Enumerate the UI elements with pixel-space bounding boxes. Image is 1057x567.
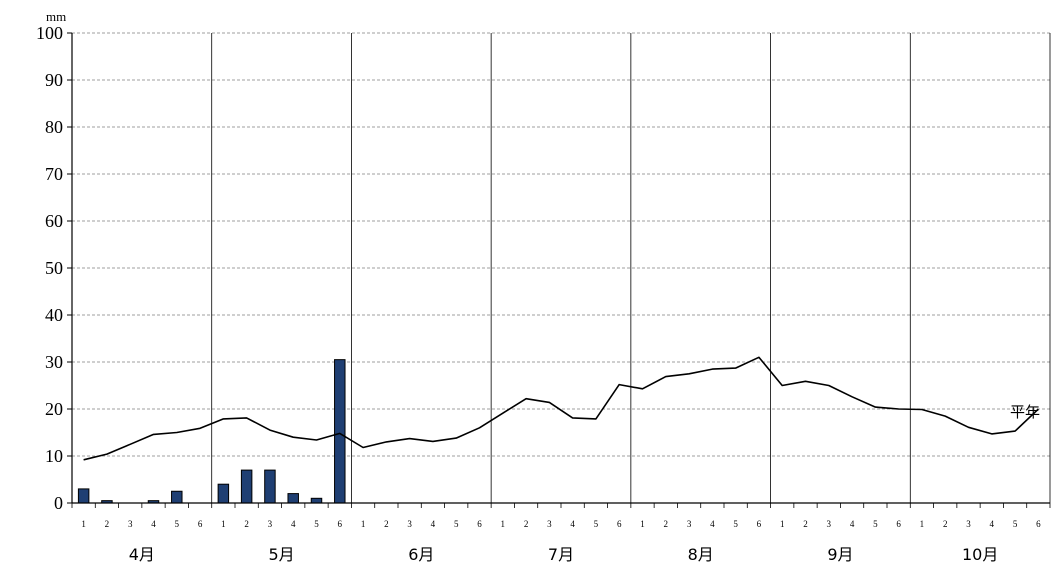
x-tick-label: 6: [896, 519, 901, 529]
x-tick-label: 5: [175, 519, 180, 529]
normal-line-series: [83, 356, 1039, 461]
bar: [217, 483, 230, 504]
x-tick-label: 4: [431, 519, 436, 529]
month-label: 5月: [268, 545, 294, 564]
x-tick-label: 3: [687, 519, 692, 529]
y-tick-label: 40: [45, 305, 63, 325]
y-unit-label: mm: [46, 9, 66, 24]
x-tick-label: 5: [594, 519, 599, 529]
axes: [67, 32, 1051, 508]
x-tick-label: 1: [361, 519, 366, 529]
x-tick-label: 3: [407, 519, 412, 529]
x-tick-label: 4: [570, 519, 575, 529]
bar: [310, 497, 323, 504]
x-tick-label: 3: [128, 519, 133, 529]
x-tick-label: 2: [803, 519, 808, 529]
x-tick-label: 2: [244, 519, 249, 529]
bar: [264, 469, 276, 504]
x-tick-label: 5: [1013, 519, 1018, 529]
series-name-label: 平年: [1010, 403, 1040, 421]
month-separators: [211, 33, 911, 503]
x-tick-label: 3: [547, 519, 552, 529]
x-tick-label: 1: [81, 519, 86, 529]
x-tick-label: 1: [501, 519, 506, 529]
bar: [240, 469, 253, 504]
x-tick-label: 1: [920, 519, 925, 529]
bar: [287, 493, 299, 504]
bar: [77, 488, 90, 504]
normal-line: [83, 356, 1039, 461]
y-tick-label: 90: [45, 70, 63, 90]
x-tick-label: 6: [477, 519, 482, 529]
month-label: 9月: [827, 545, 853, 564]
month-label: 8月: [688, 545, 714, 564]
x-tick-label: 5: [454, 519, 459, 529]
x-tick-label: 2: [524, 519, 529, 529]
x-tick-labels: 1 2 3 4 5 6 1 2 3 4 5 6 1 2 3 4 5 6 1 2 3 4 5 6 1 2 3 4 5 6 1 2 3 4 5 6 1 2 3 4…: [81, 519, 1041, 529]
x-tick-label: 1: [221, 519, 226, 529]
x-tick-label: 4: [291, 519, 296, 529]
x-tick-label: 5: [314, 519, 319, 529]
y-tick-label: 70: [45, 164, 63, 184]
x-tick-label: 2: [384, 519, 389, 529]
x-tick-label: 1: [780, 519, 785, 529]
y-tick-labels: 0 10 20 30 40 50 60 70 80 90 100: [36, 23, 63, 513]
x-tick-label: 5: [733, 519, 738, 529]
x-tick-label: 3: [827, 519, 832, 529]
bar-series: [77, 359, 346, 504]
y-tick-label: 100: [36, 23, 63, 43]
x-tick-label: 4: [990, 519, 995, 529]
x-tick-label: 6: [1036, 519, 1041, 529]
bar: [171, 490, 183, 504]
bar: [334, 359, 346, 504]
y-tick-label: 10: [45, 446, 63, 466]
y-tick-label: 60: [45, 211, 63, 231]
x-tick-label: 6: [617, 519, 622, 529]
month-label: 6月: [408, 545, 434, 564]
y-tick-label: 0: [54, 493, 63, 513]
x-tick-label: 4: [710, 519, 715, 529]
month-label: 4月: [129, 545, 155, 564]
y-tick-label: 30: [45, 352, 63, 372]
x-tick-label: 2: [664, 519, 669, 529]
x-tick-label: 1: [640, 519, 645, 529]
x-tick-label: 6: [757, 519, 762, 529]
month-label: 7月: [548, 545, 574, 564]
x-tick-label: 4: [850, 519, 855, 529]
month-label: 10月: [962, 545, 998, 564]
x-tick-label: 2: [943, 519, 948, 529]
x-tick-label: 6: [198, 519, 203, 529]
x-tick-label: 4: [151, 519, 156, 529]
x-tick-label: 3: [268, 519, 273, 529]
grid-lines: [72, 32, 1050, 457]
month-labels: 4月 5月 6月 7月 8月 9月 10月: [129, 545, 999, 564]
y-tick-label: 50: [45, 258, 63, 278]
x-tick-label: 2: [105, 519, 110, 529]
y-tick-label: 20: [45, 399, 63, 419]
x-tick-label: 6: [338, 519, 343, 529]
y-tick-label: 80: [45, 117, 63, 137]
x-tick-label: 3: [966, 519, 971, 529]
x-tick-label: 5: [873, 519, 878, 529]
